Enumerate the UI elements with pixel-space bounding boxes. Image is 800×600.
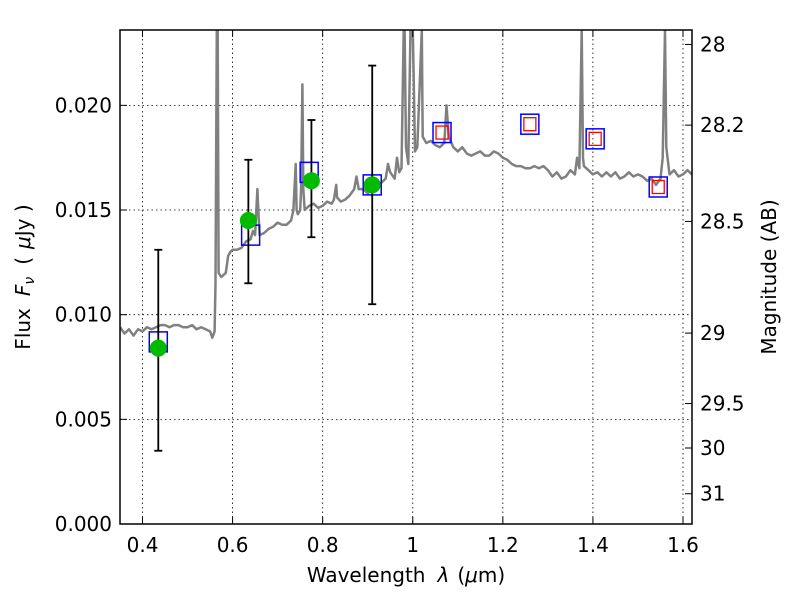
model-flux-square-red xyxy=(523,117,537,132)
x-axis-title: Wavelength λ (μm) xyxy=(307,563,505,587)
axis-ticks: 0.4 0.6 0.8 1 1.2 1.4 1.6 0.000 0.005 0.010 0.015 0… xyxy=(55,30,745,557)
y2-axis-title: Magnitude (AB) xyxy=(757,199,781,354)
model-flux-square-red xyxy=(435,125,449,140)
x-tick-label: 1.4 xyxy=(577,533,609,557)
y2-tick-label: 29 xyxy=(700,321,725,345)
y2-tick-label: 28 xyxy=(700,32,725,56)
photometry-point xyxy=(239,211,257,229)
y-tick-label: 0.020 xyxy=(55,93,112,117)
y-axis-title: FluxFν(μJy ) xyxy=(11,204,38,349)
y2-tick-label: 31 xyxy=(700,482,725,506)
x-tick-label: 0.8 xyxy=(307,533,339,557)
model-flux-square-blue xyxy=(585,128,605,150)
model-flux-square-blue xyxy=(648,176,668,198)
model-spectrum-line xyxy=(120,30,692,339)
plot-area xyxy=(120,30,692,452)
x-tick-label: 1.2 xyxy=(487,533,519,557)
photometry-point xyxy=(363,176,381,194)
y-tick-label: 0.000 xyxy=(55,512,112,536)
y2-tick-label: 30 xyxy=(700,436,725,460)
model-flux-square-red xyxy=(651,179,665,195)
x-tick-label: 1 xyxy=(406,533,419,557)
y-tick-label: 0.010 xyxy=(55,303,112,327)
model-flux-square-blue xyxy=(432,121,452,144)
y2-tick-label: 29.5 xyxy=(700,392,745,416)
x-tick-label: 0.6 xyxy=(217,533,249,557)
y-tick-label: 0.005 xyxy=(55,407,112,431)
x-tick-label: 1.6 xyxy=(667,533,699,557)
model-flux-square-blue xyxy=(520,113,540,135)
data-marks xyxy=(148,64,668,452)
model-flux-square-red xyxy=(588,131,602,146)
y2-tick-label: 28.5 xyxy=(700,209,745,233)
y2-tick-label: 28.2 xyxy=(700,113,745,137)
photometry-point xyxy=(149,339,167,357)
photometry-point xyxy=(302,172,320,190)
x-tick-label: 0.4 xyxy=(127,533,159,557)
plot-frame xyxy=(119,29,693,525)
y-tick-label: 0.015 xyxy=(55,198,112,222)
